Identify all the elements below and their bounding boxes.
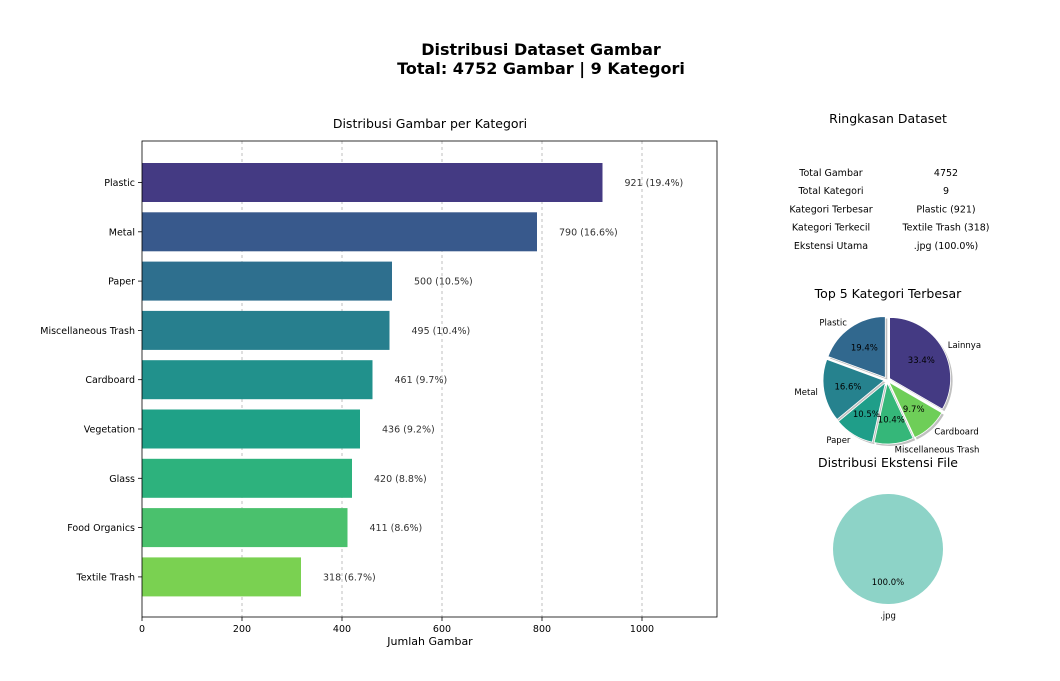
figure-title-line1: Distribusi Dataset Gambar (421, 40, 661, 59)
bar-chart-title: Distribusi Gambar per Kategori (333, 116, 527, 131)
summary-table-panel: Ringkasan Dataset Total Gambar 4752Total … (789, 111, 989, 252)
bar (142, 409, 360, 449)
bar-chart-x-axis-label: Jumlah Gambar (386, 635, 473, 648)
pie-slice (833, 494, 943, 604)
summary-table-rows: Total Gambar 4752 Total Kategori 9 Kategori … (789, 168, 989, 252)
pie-category-label: .jpg (880, 612, 896, 622)
y-tick-label: Plastic (104, 178, 135, 189)
x-tick-label: 0 (139, 624, 145, 635)
summary-row-label: Total Gambar (798, 168, 862, 179)
top5-pie-panel: Top 5 Kategori Terbesar 19.4% Plastic 16.6… (794, 286, 981, 456)
y-tick-label: Vegetation (84, 425, 135, 436)
bar-data-label: 500 (10.5%) (414, 277, 473, 288)
pie-percent-label: 10.5% (853, 410, 880, 420)
summary-row-label: Ekstensi Utama (794, 241, 868, 252)
y-tick-label: Cardboard (85, 375, 135, 386)
summary-row-label: Kategori Terkecil (792, 223, 870, 234)
bar (142, 360, 373, 400)
bar (142, 212, 537, 252)
bar (142, 310, 390, 350)
top5-pie: 19.4% Plastic 16.6% Metal 10.5% Paper 10.4% Mis… (794, 316, 981, 456)
summary-row-value: Plastic (921) (916, 204, 975, 215)
bar-data-label: 318 (6.7%) (323, 572, 376, 583)
bar-data-label: 411 (8.6%) (370, 523, 423, 534)
summary-row-label: Kategori Terbesar (789, 204, 872, 215)
y-tick-label: Paper (108, 277, 135, 288)
pie-percent-label: 10.4% (878, 415, 905, 425)
x-tick-label: 200 (233, 624, 251, 635)
bar (142, 458, 352, 498)
pie-percent-label: 9.7% (903, 405, 925, 415)
pie-slice (888, 381, 943, 439)
pie-slice (827, 316, 886, 379)
extension-pie-panel: Distribusi Ekstensi File 100.0% .jpg (818, 455, 958, 622)
y-tick-label: Miscellaneous Trash (40, 326, 135, 337)
bar-data-label: 790 (16.6%) (559, 227, 618, 238)
y-tick-label: Textile Trash (76, 572, 135, 583)
pie-category-label: Cardboard (934, 428, 978, 438)
bar-data-label: 420 (8.8%) (374, 474, 427, 485)
pie-slice (822, 358, 885, 420)
pie-percent-label: 100.0% (872, 578, 904, 588)
pie-category-label: Metal (794, 388, 817, 398)
pie-category-label: Lainnya (948, 341, 981, 351)
pie-percent-label: 16.6% (834, 383, 861, 393)
bar-chart-bars (142, 163, 603, 597)
x-tick-label: 1000 (630, 624, 654, 635)
pie-category-label: Plastic (819, 318, 847, 328)
y-tick-label: Metal (109, 227, 135, 238)
bar (142, 557, 301, 597)
summary-table-title: Ringkasan Dataset (829, 111, 947, 126)
bar-chart-y-tick-labels: Plastic Metal Paper Miscellaneous Trash Card… (40, 178, 142, 583)
extension-pie: 100.0% .jpg (833, 494, 943, 622)
y-tick-label: Glass (109, 474, 135, 485)
pie-category-label: Miscellaneous Trash (895, 446, 980, 456)
pie-percent-label: 19.4% (851, 344, 878, 354)
summary-row-value: .jpg (100.0%) (914, 241, 978, 252)
bar (142, 261, 392, 301)
x-tick-label: 600 (433, 624, 451, 635)
y-tick-label: Food Organics (67, 523, 135, 534)
summary-row-value: Textile Trash (318) (901, 223, 989, 234)
bar-data-label: 495 (10.4%) (412, 326, 471, 337)
bar-chart-frame (141, 140, 718, 618)
top5-pie-title: Top 5 Kategori Terbesar (814, 286, 963, 301)
bar-data-label: 921 (19.4%) (625, 178, 684, 189)
summary-row-label: Total Kategori (797, 186, 863, 197)
extension-pie-title: Distribusi Ekstensi File (818, 455, 958, 470)
pie-slice (889, 317, 951, 410)
pie-category-label: Paper (826, 436, 851, 446)
summary-row-value: 4752 (934, 168, 958, 179)
figure-title-line2: Total: 4752 Gambar | 9 Kategori (397, 59, 685, 79)
bar-data-label: 436 (9.2%) (382, 425, 435, 436)
bar-chart-data-labels: 921 (19.4%) 790 (16.6%) 500 (10.5%) 495 (10… (323, 178, 683, 583)
bar (142, 163, 603, 202)
pie-slice (837, 381, 887, 443)
pie-slice (873, 381, 914, 445)
x-tick-label: 400 (333, 624, 351, 635)
summary-row-value: 9 (943, 186, 949, 197)
bar (142, 508, 348, 548)
pie-percent-label: 33.4% (908, 356, 935, 366)
bar-data-label: 461 (9.7%) (395, 375, 448, 386)
bar-chart-panel: Distribusi Gambar per Kategori 921 (19.4… (40, 116, 718, 648)
x-tick-label: 800 (533, 624, 551, 635)
bar-chart-x-ticks: 0 200 400 600 800 1000 (139, 617, 654, 635)
